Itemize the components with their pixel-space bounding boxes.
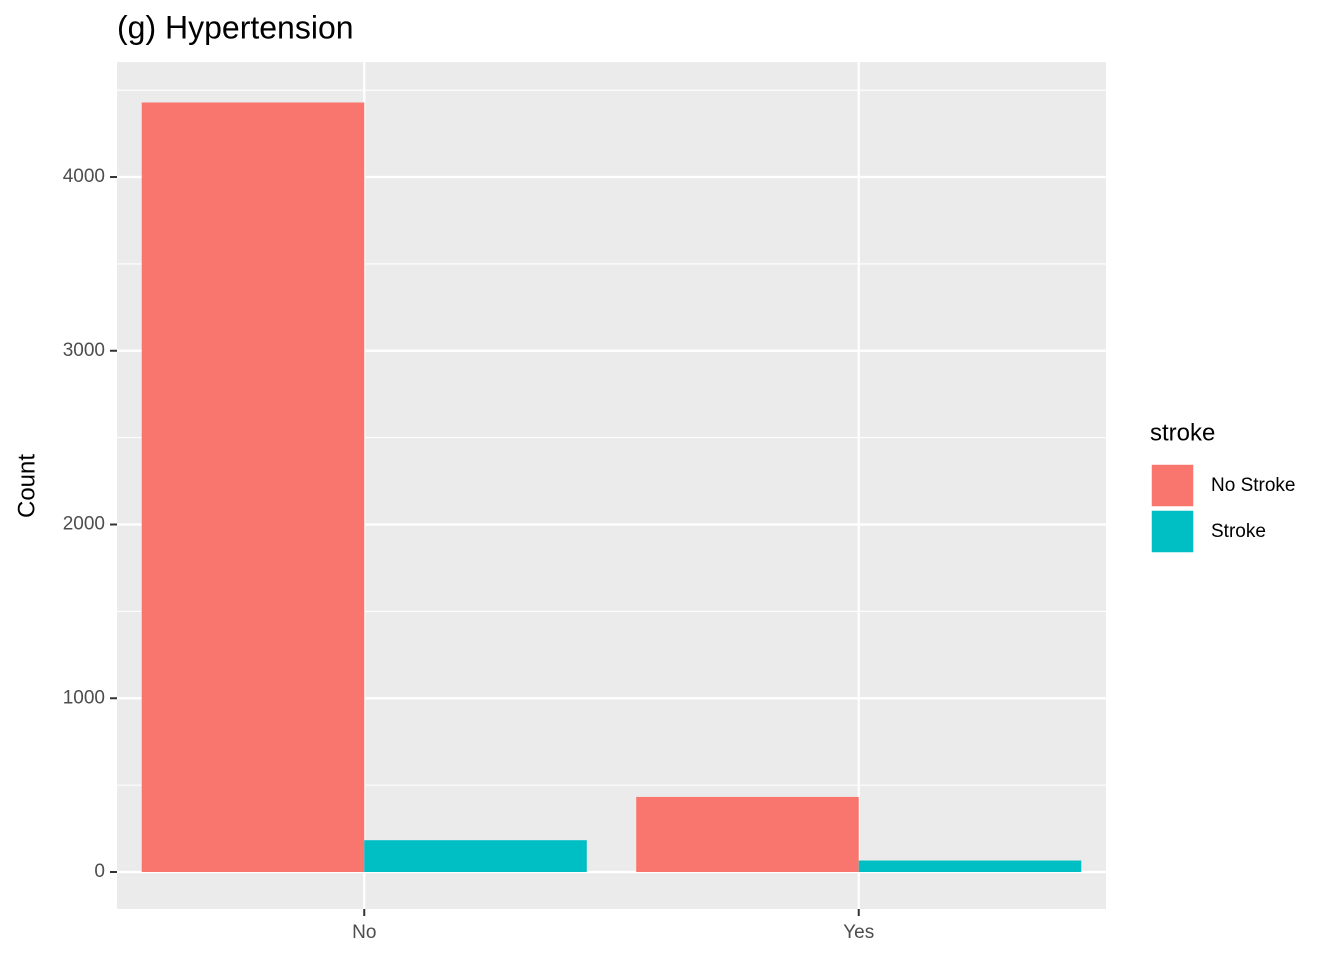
y-tick-label: 2000 xyxy=(63,514,105,535)
bar xyxy=(364,840,587,872)
x-tick-label: Yes xyxy=(843,922,874,943)
bar xyxy=(141,102,365,872)
bar xyxy=(636,796,859,872)
chart-title: (g) Hypertension xyxy=(117,9,354,45)
y-axis-title: Count xyxy=(13,454,40,518)
legend-swatch xyxy=(1150,463,1195,508)
marks xyxy=(141,102,1082,872)
x-tick-label: No xyxy=(352,922,376,943)
y-tick-label: 4000 xyxy=(63,166,105,187)
bar xyxy=(858,860,1082,872)
y-tick-label: 1000 xyxy=(63,687,105,708)
y-tick-label: 0 xyxy=(94,861,105,882)
legend-label: No Stroke xyxy=(1211,475,1295,496)
y-tick-label: 3000 xyxy=(63,340,105,361)
legend-title: stroke xyxy=(1150,419,1215,446)
legend-label: Stroke xyxy=(1211,521,1266,542)
legend-swatch xyxy=(1150,509,1195,554)
